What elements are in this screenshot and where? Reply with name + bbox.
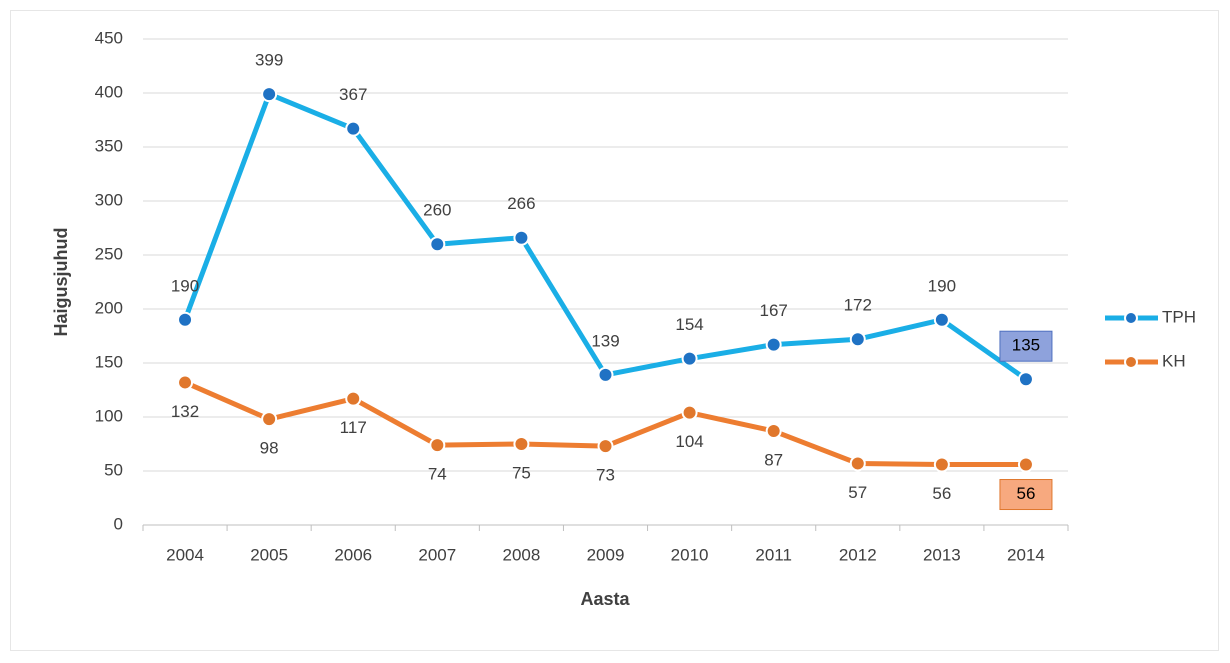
point	[597, 438, 614, 455]
chart-border	[10, 10, 1219, 651]
point	[261, 86, 278, 103]
point	[177, 374, 194, 391]
y-tick-label: 350	[95, 136, 123, 155]
y-tick-label: 100	[95, 406, 123, 425]
point	[933, 456, 950, 473]
x-tick-label: 2011	[755, 545, 792, 564]
data-label: 399	[255, 51, 283, 70]
point	[681, 350, 698, 367]
x-tick-label: 2008	[502, 545, 540, 564]
x-tick-label: 2005	[250, 545, 288, 564]
x-tick-label: 2010	[671, 545, 709, 564]
x-tick-label: 2014	[1007, 545, 1045, 564]
y-tick-label: 300	[95, 190, 123, 209]
legend-marker	[1124, 311, 1138, 325]
data-label: 56	[1016, 484, 1035, 503]
x-tick-label: 2009	[587, 545, 625, 564]
point	[177, 311, 194, 328]
data-label: 74	[428, 465, 447, 484]
x-tick-label: 2007	[418, 545, 456, 564]
data-label: 57	[848, 483, 867, 502]
data-label: 139	[591, 331, 619, 350]
data-label: 75	[512, 463, 531, 482]
point	[345, 390, 362, 407]
data-label: 266	[507, 194, 535, 213]
x-tick-label: 2013	[923, 545, 961, 564]
data-label: 135	[1012, 336, 1040, 355]
data-label: 56	[932, 484, 951, 503]
legend-label: KH	[1162, 351, 1186, 370]
x-axis-title: Aasta	[580, 589, 630, 609]
data-label: 367	[339, 85, 367, 104]
point	[765, 423, 782, 440]
y-tick-label: 400	[95, 82, 123, 101]
point	[1017, 371, 1034, 388]
y-tick-label: 450	[95, 28, 123, 47]
data-label: 190	[171, 276, 199, 295]
y-tick-label: 250	[95, 244, 123, 263]
data-label: 190	[928, 276, 956, 295]
data-label: 132	[171, 402, 199, 421]
point	[513, 436, 530, 452]
y-tick-label: 200	[95, 298, 123, 317]
data-label: 167	[759, 301, 787, 320]
point	[849, 455, 866, 472]
point	[849, 331, 866, 348]
point	[429, 236, 446, 253]
point	[429, 437, 446, 454]
point	[933, 311, 950, 328]
data-label: 73	[596, 466, 615, 485]
y-tick-label: 0	[114, 514, 123, 533]
data-label: 104	[675, 432, 703, 451]
point	[345, 120, 362, 137]
point	[513, 229, 530, 246]
legend-label: TPH	[1162, 307, 1196, 326]
x-tick-label: 2004	[166, 545, 204, 564]
legend-marker	[1124, 355, 1138, 369]
x-tick-label: 2012	[839, 545, 877, 564]
point	[681, 404, 698, 421]
data-label: 117	[340, 418, 367, 437]
point	[597, 366, 614, 383]
y-tick-label: 150	[95, 352, 123, 371]
y-tick-label: 50	[104, 460, 123, 479]
highlight-box	[999, 330, 1053, 362]
point	[765, 336, 782, 353]
x-tick-label: 2006	[334, 545, 372, 564]
data-label: 260	[423, 201, 451, 220]
point	[261, 411, 278, 428]
highlight-box	[999, 479, 1053, 511]
y-axis-title: Haigusjuhud	[51, 228, 71, 337]
data-label: 87	[764, 451, 783, 470]
data-label: 98	[260, 439, 279, 458]
point	[1017, 456, 1034, 473]
data-label: 172	[844, 296, 872, 315]
data-label: 154	[675, 315, 703, 334]
